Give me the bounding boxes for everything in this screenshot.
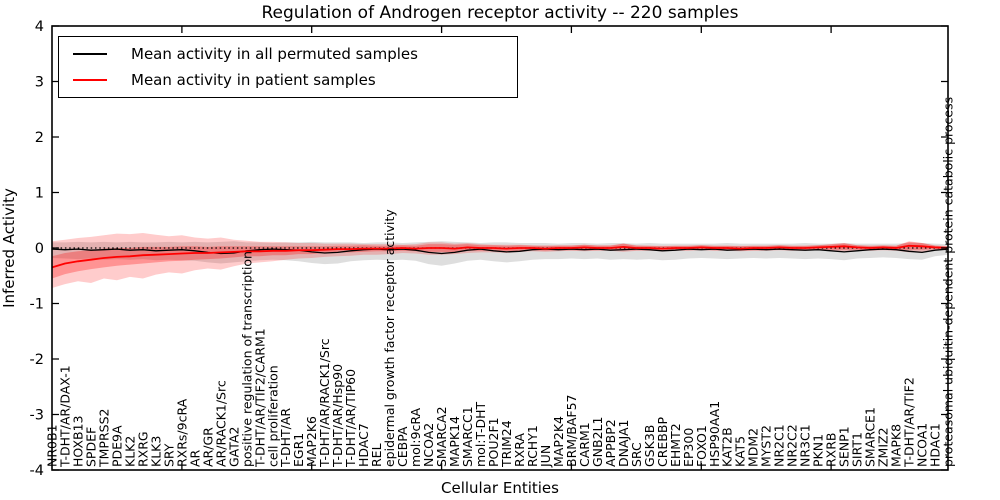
legend-line-permuted-icon <box>73 53 107 55</box>
entity-label: MAPK14 <box>447 416 462 467</box>
entity-label: REL <box>369 443 384 467</box>
entity-label: BRM/BAF57 <box>564 395 579 467</box>
y-tick-label: 0 <box>35 241 44 257</box>
entity-label: DNAJA1 <box>616 420 631 468</box>
entity-label: positive regulation of transcription <box>239 251 254 467</box>
entity-label: RXRs/9cRA <box>174 398 189 467</box>
entity-label: MAP2K4 <box>551 416 566 467</box>
entity-label: TMPRSS2 <box>96 409 111 468</box>
entity-label: proteasomal ubiquitin-dependent protein … <box>941 97 956 467</box>
entity-label: HOXB13 <box>71 416 86 467</box>
entity-label: NR2C1 <box>772 424 787 467</box>
entity-label: cell proliferation <box>265 365 280 467</box>
chart-title: Regulation of Androgen receptor activity… <box>261 3 739 23</box>
entity-label: PDE9A <box>109 425 124 467</box>
entity-label: CREBBP <box>655 417 670 467</box>
series-line-permuted <box>51 248 949 255</box>
y-tick-label: 1 <box>35 186 44 202</box>
entity-label: EP300 <box>681 428 696 467</box>
entity-label: AR/RACK1/Src <box>213 380 228 467</box>
entity-label: APPBP2 <box>603 419 618 467</box>
entity-label: T-DHT/AR <box>278 408 293 468</box>
entity-label: RCHY1 <box>525 425 540 467</box>
legend-item-patient: Mean activity in patient samples <box>59 71 517 89</box>
entity-label: HDAC7 <box>356 423 371 467</box>
entity-label: NCOA2 <box>421 423 436 467</box>
entity-label: MAP2K6 <box>304 416 319 467</box>
legend-label-patient: Mean activity in patient samples <box>131 71 376 89</box>
legend: Mean activity in all permuted samples Me… <box>58 36 518 98</box>
entity-label: T-DHT/AR/TIP60 <box>343 369 358 468</box>
y-tick-label: -2 <box>30 352 44 368</box>
entity-label: T-DHT/AR/TIF2/CARM1 <box>252 328 267 468</box>
entity-label: NR0B1 <box>45 424 60 467</box>
y-tick-label: 4 <box>35 19 44 35</box>
entity-label: MDM2 <box>746 428 761 467</box>
entity-label: SMARCA2 <box>434 406 449 467</box>
entity-label: KLK3 <box>148 436 163 467</box>
entity-label: SMARCE1 <box>863 407 878 467</box>
entity-label: MYST2 <box>759 425 774 467</box>
y-tick-label: -3 <box>30 408 44 424</box>
entity-label: RXRB <box>824 432 839 467</box>
confidence-bands <box>52 233 948 288</box>
entity-label: T-DHT/AR/TIF2 <box>902 377 917 468</box>
series-line-patient <box>51 244 949 269</box>
legend-line-patient-icon <box>73 79 107 81</box>
entity-label: T-DHT/AR/Hsp90 <box>330 364 345 468</box>
entity-label: AR/GR <box>200 427 215 467</box>
y-tick-label: -4 <box>30 463 44 479</box>
y-tick-label: 2 <box>35 130 44 146</box>
entity-label: FOXO1 <box>694 425 709 467</box>
entity-label: epidermal growth factor receptor activit… <box>382 209 397 467</box>
entity-label: RXRG <box>135 431 150 467</box>
entity-label: mol:T-DHT <box>473 401 488 467</box>
entity-label: ZMIZ2 <box>876 427 891 467</box>
band-patient-samples-outer-range <box>52 233 948 288</box>
entity-label: SMARCC1 <box>460 406 475 467</box>
entity-label: GNB2L1 <box>590 417 605 467</box>
entity-label: AR <box>187 449 202 467</box>
entity-labels: NR0B1T-DHT/AR/DAX-1HOXB13SPDEFTMPRSS2PDE… <box>45 97 956 468</box>
y-tick-label: 3 <box>35 75 44 91</box>
entity-label: SRY <box>161 443 176 467</box>
entity-label: KAT5 <box>733 436 748 467</box>
entity-label: KLK2 <box>122 436 137 467</box>
entity-label: JUN <box>538 445 553 468</box>
entity-label: NR3C1 <box>798 424 813 467</box>
legend-label-permuted: Mean activity in all permuted samples <box>131 45 418 63</box>
entity-label: KAT2B <box>720 427 735 467</box>
entity-label: SRC <box>629 442 644 467</box>
entity-label: SENP1 <box>837 426 852 467</box>
entity-label: EGR1 <box>291 433 306 467</box>
entity-label: CARM1 <box>577 422 592 467</box>
x-axis-title: Cellular Entities <box>441 479 559 497</box>
entity-label: NCOA1 <box>915 423 930 467</box>
legend-item-permuted: Mean activity in all permuted samples <box>59 45 517 63</box>
entity-label: HDAC1 <box>928 423 943 467</box>
entity-label: HSP90AA1 <box>707 401 722 467</box>
entity-label: NR2C2 <box>785 424 800 467</box>
entity-label: GATA2 <box>226 427 241 467</box>
entity-label: EHMT2 <box>668 423 683 467</box>
entity-label: T-DHT/AR/DAX-1 <box>58 365 73 468</box>
entity-label: T-DHT/AR/RACK1/Src <box>317 338 332 468</box>
entity-label: SIRT1 <box>850 432 865 467</box>
x-axis <box>181 26 832 470</box>
entity-label: RXRA <box>512 433 527 467</box>
entity-label: GSK3B <box>642 425 657 467</box>
entity-label: POU2F1 <box>486 417 501 467</box>
y-axis: 4 3 2 1 0 -1 -2 -3 -4 <box>30 19 948 479</box>
entity-label: PKN1 <box>811 434 826 467</box>
entity-label: MAPK8 <box>889 424 904 467</box>
y-axis-title: Inferred Activity <box>0 188 18 308</box>
y-tick-label: -1 <box>30 297 44 313</box>
entity-label: TRIM24 <box>499 420 514 468</box>
entity-label: mol:9cRA <box>408 407 423 467</box>
entity-label: SPDEF <box>84 427 99 467</box>
entity-label: CEBPA <box>395 426 410 467</box>
